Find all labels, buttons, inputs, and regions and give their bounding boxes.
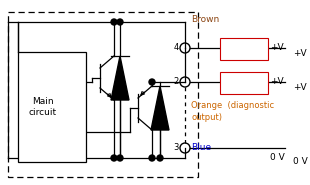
Bar [18,52,86,162]
Text: Load: Load [235,78,253,88]
Bar [220,38,268,60]
Text: 2: 2 [174,78,179,87]
Text: +V: +V [293,83,307,92]
Text: 0 V: 0 V [293,157,308,166]
Circle shape [117,155,123,161]
Text: Brown: Brown [191,16,219,24]
Text: +V: +V [270,43,284,53]
Text: Main
circuit: Main circuit [29,97,57,117]
Text: 0 V: 0 V [270,154,285,162]
Bar [220,72,268,94]
Circle shape [111,155,117,161]
Text: 4: 4 [174,43,179,53]
Text: Load: Load [235,45,253,53]
Circle shape [117,19,123,25]
Text: Orange  (diagnostic: Orange (diagnostic [191,102,274,110]
Text: output): output) [191,114,222,122]
Text: +V: +V [293,48,307,58]
Circle shape [111,19,117,25]
Circle shape [157,155,163,161]
Bar [8,12,198,177]
Polygon shape [151,86,169,130]
Text: +V: +V [270,78,284,87]
Polygon shape [111,56,129,100]
Circle shape [149,79,155,85]
Circle shape [149,155,155,161]
Text: Blue: Blue [191,144,211,152]
Text: 3: 3 [174,144,179,152]
